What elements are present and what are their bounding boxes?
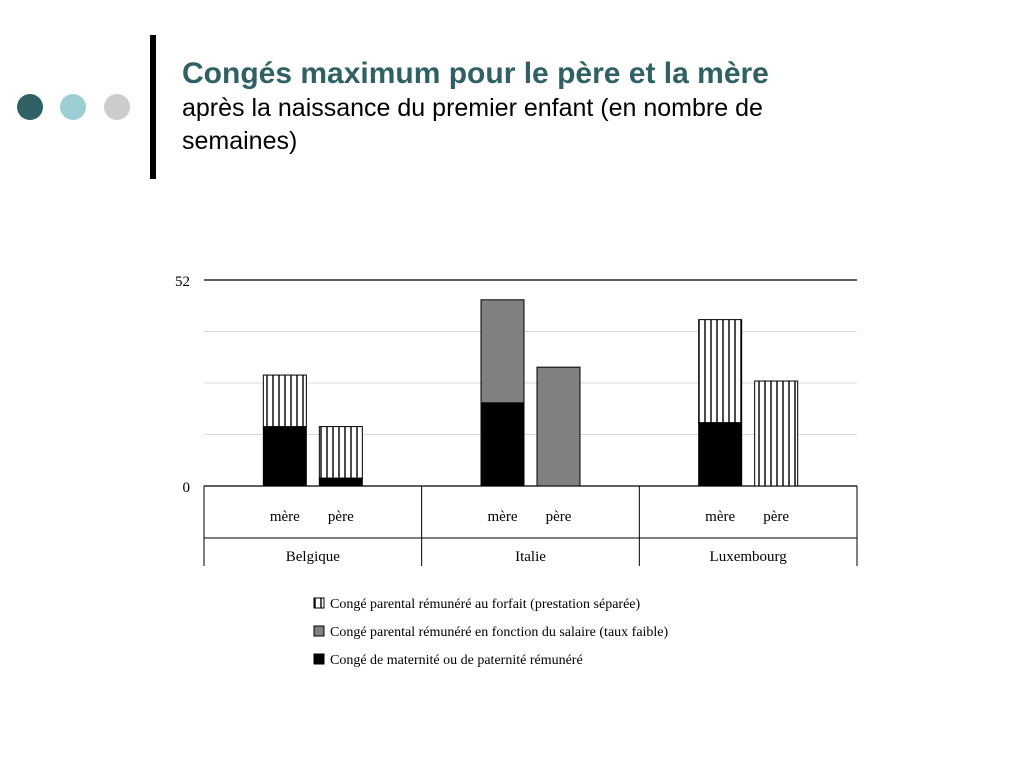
bar-segment — [480, 299, 525, 404]
bar-segment — [698, 319, 743, 424]
bar-segment — [262, 426, 307, 487]
x-group-label: Italie — [515, 549, 546, 565]
x-category-label: mère — [270, 509, 300, 525]
slide-title: Congés maximum pour le père et la mère — [182, 57, 769, 90]
axis-labels: 0 52 mère père Belgique mère père Italie mère pèr… — [175, 274, 789, 565]
bar-segment — [698, 422, 743, 487]
title-block: Congés maximum pour le père et la mère a… — [182, 56, 882, 158]
y-tick-label: 0 — [183, 480, 191, 496]
x-category-label: père — [763, 509, 789, 525]
x-category-label: père — [328, 509, 354, 525]
bar-segment — [318, 477, 363, 487]
gridlines — [204, 331, 857, 435]
x-group-label: Luxembourg — [710, 549, 788, 565]
bar-segment — [262, 374, 307, 428]
x-category-label: mère — [705, 509, 735, 525]
decorative-dot-light — [60, 94, 86, 120]
axes — [203, 279, 858, 566]
x-group-label: Belgique — [286, 549, 340, 565]
x-category-label: mère — [488, 509, 518, 525]
bars — [262, 299, 799, 487]
bar-segment — [536, 366, 581, 487]
title-divider — [150, 35, 156, 179]
decorative-dot-gray — [104, 94, 130, 120]
legend-swatch — [313, 653, 325, 665]
bar-segment — [480, 402, 525, 487]
decorative-dot-dark — [17, 94, 43, 120]
x-category-label: père — [546, 509, 572, 525]
legend-label: Congé parental rémunéré en fonction du s… — [330, 625, 669, 640]
legend-swatch — [313, 625, 325, 637]
bar-segment — [318, 426, 363, 479]
bar-segment — [754, 380, 799, 487]
legend-label: Congé de maternité ou de paternité rémun… — [330, 653, 583, 668]
legend-swatch — [313, 597, 325, 609]
legend-label: Congé parental rémunéré au forfait (pres… — [330, 597, 641, 612]
legend: Congé parental rémunéré au forfait (pres… — [313, 597, 669, 668]
y-tick-label: 52 — [175, 274, 190, 290]
slide-subtitle: après la naissance du premier enfant (en… — [182, 94, 763, 155]
